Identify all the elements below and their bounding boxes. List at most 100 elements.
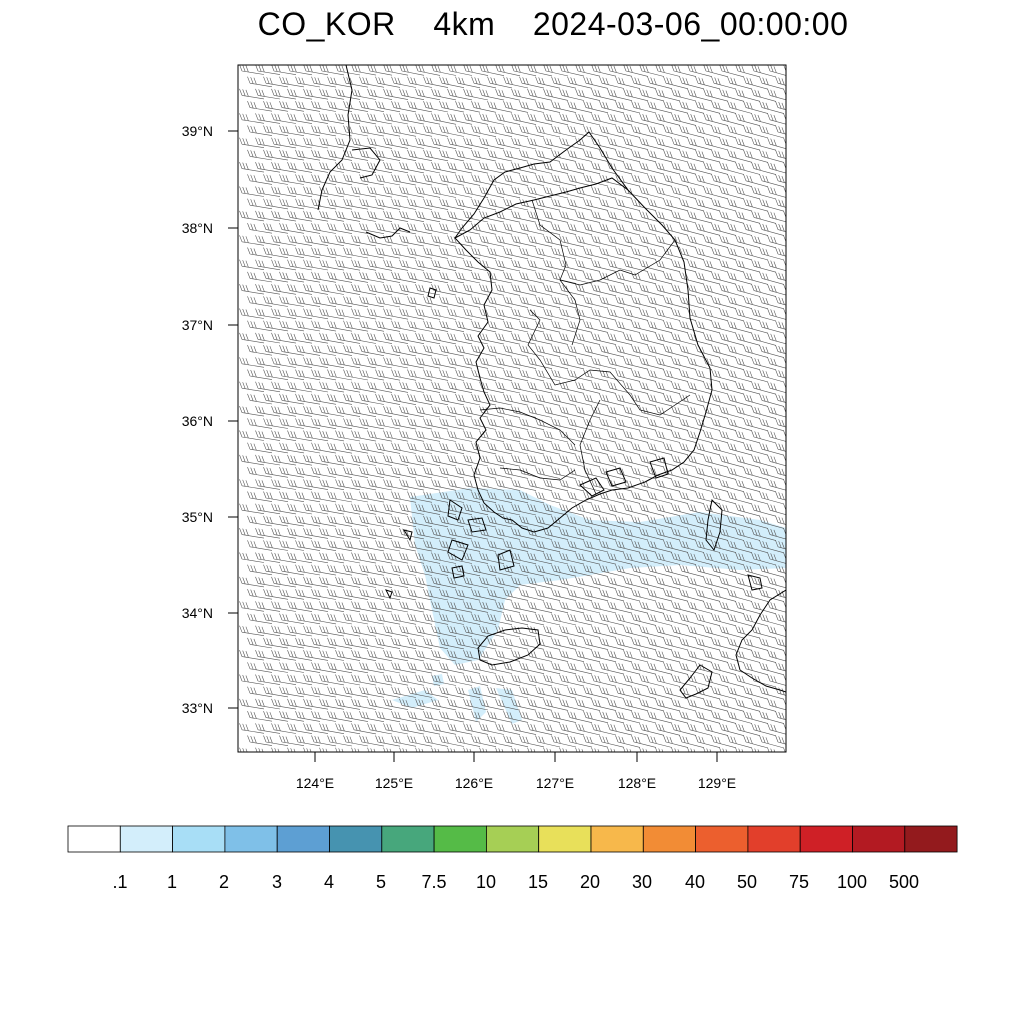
wind-barb — [391, 76, 417, 88]
wind-barb — [735, 649, 761, 663]
wind-barb — [775, 174, 786, 184]
wind-barb — [503, 418, 529, 430]
wind-barb — [319, 332, 345, 344]
wind-barb — [759, 442, 785, 456]
wind-barb — [663, 686, 689, 700]
wind-barb — [479, 723, 505, 735]
wind-barb — [335, 357, 361, 369]
wind-barb — [511, 479, 537, 491]
wind-barb — [527, 649, 553, 662]
wind-barb — [503, 491, 529, 504]
wind-barb — [527, 259, 553, 272]
wind-barb — [591, 235, 617, 248]
wind-barb — [503, 320, 529, 333]
wind-barb — [383, 576, 409, 588]
wind-barb — [247, 418, 273, 429]
wind-barb — [559, 576, 585, 589]
wind-barb — [479, 235, 505, 247]
wind-barb — [783, 552, 786, 560]
wind-barb — [687, 527, 713, 541]
wind-barb — [431, 405, 457, 418]
wind-barb — [375, 125, 401, 137]
wind-barb — [455, 588, 481, 601]
wind-barb — [271, 113, 297, 124]
wind-barb — [351, 430, 377, 442]
wind-barb — [311, 247, 337, 259]
wind-barb — [679, 466, 705, 480]
colorbar-swatch — [276, 825, 330, 853]
wind-barb — [711, 735, 737, 749]
wind-barb — [623, 65, 649, 77]
wind-barb — [255, 454, 281, 466]
wind-barb — [303, 625, 329, 637]
wind-barb — [711, 662, 737, 675]
wind-barb — [423, 76, 449, 88]
wind-barb — [471, 125, 497, 137]
wind-barb — [695, 344, 721, 358]
wind-barb — [743, 662, 769, 676]
wind-barb — [319, 283, 345, 295]
wind-barb — [792, 638, 817, 651]
wind-barb — [295, 588, 321, 600]
lon-tick-124: 124°E — [296, 752, 334, 791]
wind-barb — [607, 723, 633, 736]
wind-barb — [327, 418, 353, 430]
wind-barb — [479, 161, 505, 174]
wind-barb — [775, 564, 786, 574]
wind-barb — [319, 308, 345, 320]
wind-barb — [279, 540, 305, 551]
wind-barb — [751, 186, 777, 200]
wind-barb — [583, 613, 609, 626]
lat-label: 38°N — [182, 220, 213, 236]
wind-barb — [551, 174, 577, 187]
wind-barb — [383, 381, 409, 393]
wind-barb — [479, 113, 505, 125]
wind-barb — [431, 430, 457, 442]
wind-barb — [535, 613, 561, 626]
wind-barb — [295, 76, 321, 88]
wind-barb — [735, 747, 744, 752]
wind-barb — [655, 503, 681, 516]
wind-barb — [751, 430, 777, 444]
colorbar-label: .1 — [112, 872, 127, 892]
wind-barb — [727, 515, 753, 529]
wind-barb — [239, 747, 248, 752]
wind-barb — [263, 247, 289, 258]
wind-barb — [551, 247, 577, 260]
colorbar-label: 30 — [632, 872, 652, 892]
wind-barb — [535, 344, 561, 357]
wind-barb — [247, 735, 273, 746]
wind-barb — [471, 442, 497, 455]
wind-barb — [279, 149, 305, 161]
wind-barb — [719, 601, 745, 614]
wind-barb — [263, 418, 289, 429]
wind-barb — [359, 393, 385, 405]
wind-barb — [712, 760, 737, 772]
wind-barb — [359, 418, 385, 430]
wind-barb — [655, 65, 681, 77]
wind-barb — [751, 210, 777, 224]
wind-barb — [463, 674, 489, 686]
wind-barb — [767, 357, 786, 369]
wind-barb — [639, 698, 665, 712]
wind-barb — [776, 760, 801, 773]
wind-barb — [551, 637, 577, 650]
wind-barb — [519, 369, 545, 382]
wind-barb — [743, 149, 769, 163]
wind-barb — [567, 125, 593, 138]
wind-barb — [295, 149, 321, 161]
wind-barb — [263, 222, 289, 234]
wind-barb — [359, 320, 385, 332]
wind-barb — [527, 357, 553, 369]
wind-barb — [255, 65, 281, 75]
wind-barb — [583, 76, 609, 89]
wind-barb — [271, 308, 297, 319]
wind-barb — [751, 137, 777, 151]
wind-barb — [792, 687, 817, 700]
wind-barb — [575, 259, 601, 272]
wind-barb — [495, 479, 521, 491]
lon-tick-128: 128°E — [618, 752, 656, 791]
korea-mainland-coastline — [454, 131, 713, 533]
wind-barb — [663, 393, 689, 407]
wind-barb — [495, 576, 521, 589]
